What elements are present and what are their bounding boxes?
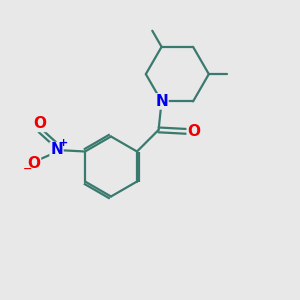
Text: N: N (50, 142, 63, 158)
Text: O: O (187, 124, 200, 139)
Text: O: O (34, 116, 46, 131)
Text: O: O (28, 156, 40, 171)
Text: +: + (58, 138, 68, 148)
Text: −: − (23, 164, 32, 174)
Text: N: N (155, 94, 168, 109)
